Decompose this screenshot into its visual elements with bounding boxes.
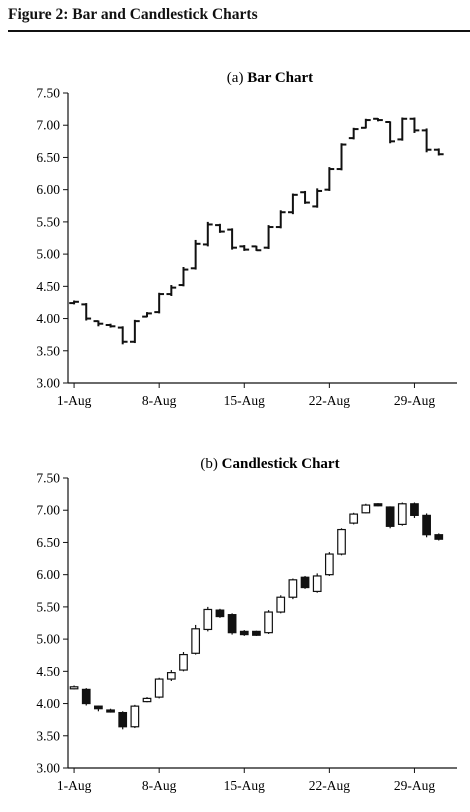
candlestick-chart-title-prefix: (b) <box>200 456 221 472</box>
y-tick-label: 6.50 <box>36 150 60 165</box>
figure-title: Figure 2: Bar and Candlestick Charts <box>8 6 258 23</box>
candle-body-down <box>239 630 249 636</box>
candle-body-up <box>264 611 273 634</box>
x-tick-label: 22-Aug <box>309 778 350 793</box>
candle-body-down <box>422 514 431 536</box>
candlestick-chart: 3.00 3.50 4.00 4.50 5.00 5.50 6.00 6.50 7.00 7.50… <box>36 471 457 793</box>
x-tick-label: 8-Aug <box>142 393 177 408</box>
bar-chart-title: (a) Bar Chart <box>227 70 313 86</box>
x-tick-label: 29-Aug <box>394 393 435 408</box>
y-tick-label: 6.00 <box>36 567 60 582</box>
candle-body-up <box>191 628 201 654</box>
bar-chart: 3.00 3.50 4.00 4.50 5.00 5.50 6.00 6.50 7.00 7.50… <box>36 86 457 408</box>
candle-body-up <box>179 653 188 671</box>
y-tick-label: 5.50 <box>36 599 60 614</box>
x-tick-label: 22-Aug <box>309 393 350 408</box>
x-tick-label: 1-Aug <box>57 778 92 793</box>
y-tick-label: 6.00 <box>36 182 60 197</box>
y-tick-label: 7.00 <box>36 118 60 133</box>
candle-body-down <box>227 614 237 634</box>
y-tick-label: 5.00 <box>36 247 60 262</box>
candle-body-up <box>142 697 152 703</box>
y-tick-label: 4.50 <box>36 664 60 679</box>
candle-body-down <box>94 705 103 710</box>
candlestick-chart-title-main: Candlestick Chart <box>222 456 340 472</box>
candle-body-down <box>434 534 444 540</box>
candlestick-chart-title: (b) Candlestick Chart <box>200 456 339 472</box>
candle-body-down <box>373 503 383 507</box>
candle-body-up <box>397 503 407 525</box>
y-tick-label: 6.50 <box>36 535 60 550</box>
candle-body-up <box>349 513 359 524</box>
candle-body-down <box>252 630 261 636</box>
title-rule <box>8 30 470 32</box>
y-tick-label: 7.50 <box>36 471 60 486</box>
candle-body-up <box>203 608 213 631</box>
y-tick-label: 3.00 <box>36 376 60 391</box>
candle-body-up <box>276 596 286 613</box>
x-tick-label: 15-Aug <box>224 778 265 793</box>
y-tick-label: 4.50 <box>36 279 60 294</box>
y-tick-label: 4.00 <box>36 696 60 711</box>
candle-body-down <box>81 688 91 705</box>
candle-body-down <box>385 506 395 527</box>
bar-chart-title-main: Bar Chart <box>247 70 313 86</box>
candle-body-up <box>288 579 298 598</box>
x-tick-label: 1-Aug <box>57 393 92 408</box>
y-tick-label: 3.00 <box>36 761 60 776</box>
candle-body-up <box>130 705 140 728</box>
x-tick-label: 29-Aug <box>394 778 435 793</box>
candle-body-up <box>337 528 346 555</box>
candle-body-down <box>215 609 225 618</box>
y-tick-label: 3.50 <box>36 728 60 743</box>
candle-body-up <box>154 678 164 698</box>
y-tick-label: 3.50 <box>36 343 60 358</box>
candle-body-up <box>324 553 334 576</box>
y-tick-label: 5.50 <box>36 214 60 229</box>
candle-body-up <box>69 686 79 690</box>
y-tick-label: 7.50 <box>36 86 60 101</box>
candle-body-up <box>361 504 371 514</box>
y-tick-label: 4.00 <box>36 311 60 326</box>
x-tick-label: 8-Aug <box>142 778 177 793</box>
candle-body-down <box>410 503 419 516</box>
y-tick-label: 5.00 <box>36 632 60 647</box>
candle-body-down <box>118 711 128 728</box>
candle-body-up <box>312 575 322 593</box>
candle-body-down <box>106 709 115 713</box>
x-tick-label: 15-Aug <box>224 393 265 408</box>
candle-body-down <box>300 576 310 589</box>
y-tick-label: 7.00 <box>36 503 60 518</box>
candle-body-up <box>166 672 176 680</box>
bar-chart-title-prefix: (a) <box>227 70 247 86</box>
